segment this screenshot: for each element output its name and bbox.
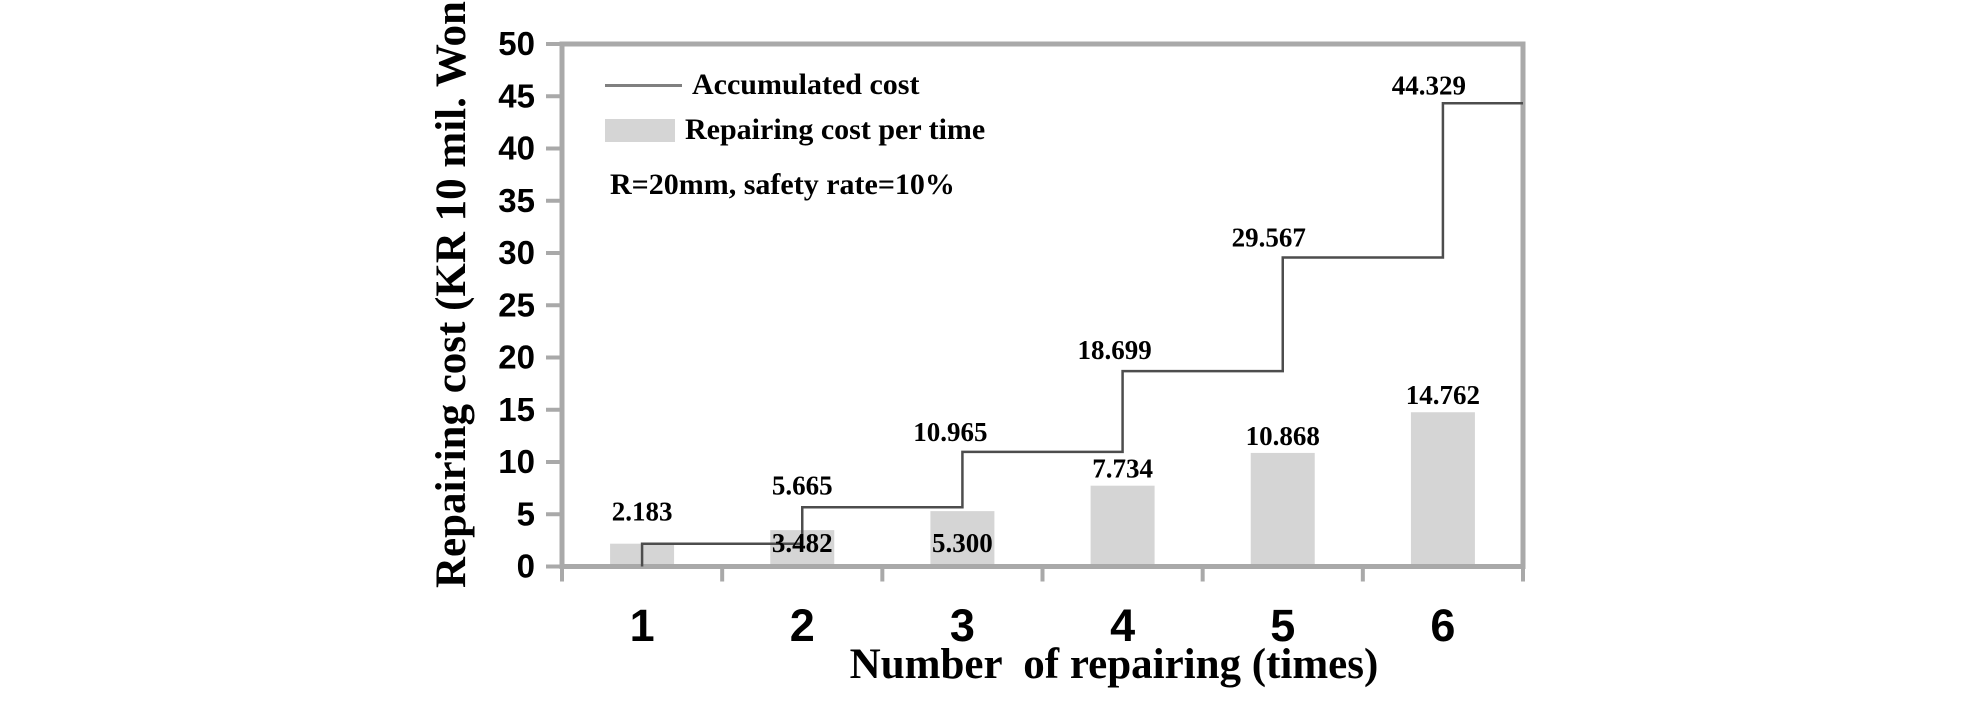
y-tick-label: 25 — [498, 286, 535, 323]
x-category-label: 3 — [950, 600, 975, 651]
y-tick-label: 0 — [517, 548, 535, 585]
y-tick-label: 50 — [498, 25, 535, 62]
accumulated-cost-line-swatch — [605, 83, 682, 87]
repairing-cost-bar-swatch — [605, 118, 675, 142]
y-tick-label: 35 — [498, 182, 535, 219]
accumulated-value-label: 18.699 — [1077, 335, 1151, 365]
y-tick-label: 5 — [517, 495, 535, 532]
accumulated-value-label: 44.329 — [1392, 70, 1466, 100]
bar-value-label: 7.734 — [1092, 454, 1153, 484]
x-category-label: 4 — [1110, 600, 1135, 651]
bar — [1410, 412, 1475, 567]
legend-label-accumulated-cost: Accumulated cost — [692, 68, 920, 101]
legend-label-repairing-cost: Repairing cost per time — [685, 113, 986, 146]
bar-value-label: 3.482 — [772, 528, 833, 558]
accumulated-value-label: 10.965 — [913, 417, 987, 447]
x-category-label: 6 — [1430, 600, 1455, 651]
y-tick-label: 40 — [498, 130, 535, 167]
bar-value-label: 10.868 — [1246, 421, 1320, 451]
accumulated-value-label: 29.567 — [1232, 223, 1306, 253]
legend-item-repairing-cost: Repairing cost per time — [605, 113, 986, 146]
accumulated-value-label: 5.665 — [772, 470, 833, 500]
bar — [930, 511, 995, 567]
accumulated-step-line — [640, 102, 1523, 567]
legend-item-accumulated-cost: Accumulated cost — [605, 64, 985, 106]
accumulated-value-label: 2.183 — [612, 497, 673, 527]
x-category-label: 5 — [1270, 600, 1295, 651]
bar-value-label: 14.762 — [1406, 380, 1480, 410]
legend: Accumulated cost Repairing cost per time — [605, 64, 986, 146]
y-tick-label: 30 — [498, 234, 535, 271]
y-tick-label: 15 — [498, 391, 535, 428]
y-tick-label: 45 — [498, 77, 535, 114]
bar-value-label: 5.300 — [932, 528, 993, 558]
x-category-label: 1 — [630, 600, 655, 651]
bar — [1250, 452, 1315, 567]
y-tick-label: 10 — [498, 443, 535, 480]
x-axis-title: Number of repairing (times) — [849, 641, 1379, 688]
y-tick-label: 20 — [498, 339, 535, 376]
chart-annotation: R=20mm, safety rate=10% — [610, 168, 955, 201]
bar — [1090, 485, 1155, 567]
x-category-label: 2 — [790, 600, 815, 651]
y-axis-title: Repairing cost (KR 10 mil. Won) — [428, 0, 475, 588]
